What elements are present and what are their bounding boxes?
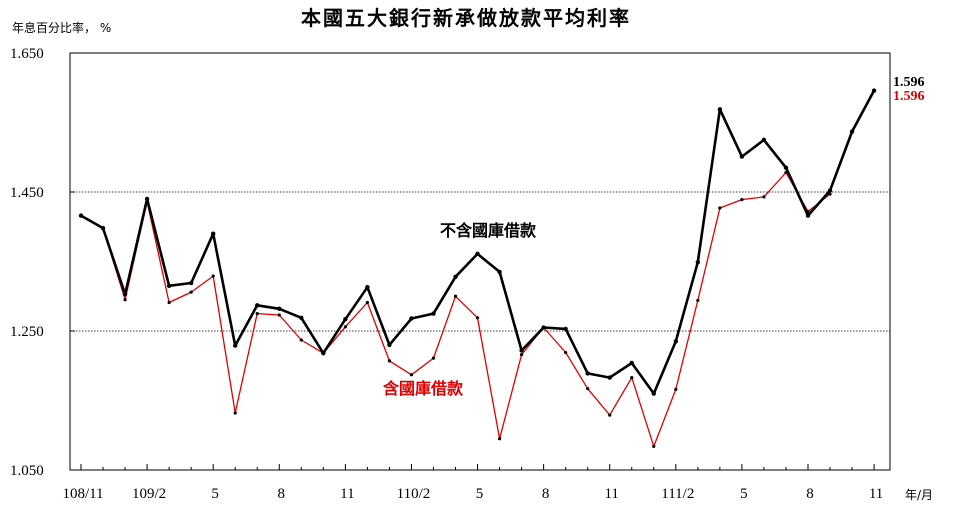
- plot-frame: [69, 52, 891, 471]
- series-0-point-1: [100, 225, 106, 231]
- x-tick-label-1: 109/2: [132, 486, 166, 502]
- series-1-point-2: [123, 298, 127, 302]
- y-axis-unit-label: 年息百分比率， %: [12, 20, 111, 35]
- series-0-point-20: [519, 348, 524, 353]
- series-0-point-28: [695, 259, 701, 265]
- gridlines: [70, 191, 890, 332]
- series-1-point-26: [652, 444, 656, 448]
- series-0-point-16: [431, 311, 436, 316]
- series-0-point-3: [144, 196, 150, 202]
- x-tick-label-8: 11: [604, 486, 618, 502]
- x-axis-ticks: 108/11 109/2 5 8 11 110/2 5 8 11 111/2 5 8 11: [62, 464, 883, 502]
- series-0-point-22: [563, 326, 568, 332]
- series-1-point-23: [586, 387, 590, 391]
- series-1-point-16: [431, 356, 436, 360]
- series-0-point-15: [409, 316, 414, 321]
- series-0-point-0: [78, 213, 84, 218]
- series-1-point-31: [762, 195, 766, 199]
- series-1-point-15: [409, 373, 414, 377]
- series-1-point-13: [365, 300, 369, 305]
- x-tick-label-10: 5: [740, 486, 748, 502]
- series-1-point-7: [233, 411, 237, 415]
- series-0-point-18: [475, 251, 480, 257]
- series-1-point-19: [497, 437, 502, 441]
- series-0-point-8: [255, 303, 260, 308]
- series-0-point-17: [453, 274, 458, 279]
- series-1-point-18: [475, 316, 480, 320]
- series-1-point-6: [211, 274, 215, 278]
- series-0-point-27: [673, 339, 679, 344]
- series-group: [78, 88, 877, 448]
- series-0-point-30: [739, 154, 745, 159]
- series-1-point-17: [453, 294, 458, 298]
- series-1-point-25: [630, 375, 634, 380]
- series-0-point-5: [188, 280, 194, 286]
- series-1-point-14: [387, 359, 392, 363]
- series-0-point-4: [166, 283, 172, 289]
- x-tick-label-2: 5: [211, 486, 219, 502]
- y-tick-label-2: 1.250: [10, 324, 44, 340]
- x-tick-label-5: 110/2: [397, 486, 431, 502]
- series-0-point-29: [717, 107, 723, 112]
- series-0-point-11: [321, 351, 326, 356]
- x-tick-label-12: 11: [869, 486, 883, 502]
- series-0-point-10: [299, 315, 304, 320]
- y-axis-ticks: 1.650 1.450 1.250 1.050: [10, 46, 75, 479]
- series-1-point-28: [696, 298, 700, 303]
- series-0-point-2: [122, 291, 128, 297]
- x-tick-label-9: 111/2: [661, 486, 694, 502]
- x-tick-label-7: 8: [542, 486, 550, 502]
- series-0-point-14: [387, 342, 392, 348]
- series-0-point-6: [210, 231, 216, 236]
- series-line-0: [80, 89, 876, 395]
- series-1-point-8: [255, 312, 259, 316]
- series-0-point-13: [365, 285, 370, 290]
- x-tick-label-11: 8: [806, 486, 814, 502]
- chart-title: 本國五大銀行新承做放款平均利率: [301, 6, 631, 30]
- x-tick-label-3: 8: [278, 486, 286, 502]
- series-1-point-20: [520, 353, 524, 357]
- series-0-point-34: [827, 188, 833, 193]
- series-1-point-30: [740, 198, 744, 202]
- series-0-point-21: [541, 325, 546, 330]
- series-label-including-treasury: 含國庫借款: [383, 379, 464, 398]
- series-1-point-9: [277, 313, 281, 317]
- series-1-point-12: [343, 325, 347, 329]
- series-0-point-33: [805, 213, 811, 218]
- x-tick-label-6: 5: [476, 486, 484, 502]
- series-1-point-5: [189, 290, 193, 294]
- series-line-1: [80, 171, 831, 448]
- series-0-point-9: [277, 306, 282, 311]
- series-0-point-26: [651, 391, 656, 396]
- series-1-point-24: [608, 413, 612, 417]
- series-label-excluding-treasury: 不含國庫借款: [440, 221, 537, 240]
- series-0-point-12: [343, 316, 348, 322]
- x-tick-label-0: 108/11: [62, 486, 103, 502]
- series-0-point-32: [783, 165, 789, 170]
- x-axis-unit-label: 年/月: [905, 488, 933, 502]
- series-0-point-25: [629, 360, 634, 366]
- series-1-point-27: [674, 387, 678, 391]
- series-0-point-7: [233, 343, 238, 348]
- series-0-point-36: [871, 88, 877, 93]
- series-0-point-19: [497, 269, 502, 275]
- series-1-point-10: [299, 338, 303, 342]
- series-0-point-31: [761, 137, 767, 143]
- x-tick-label-4: 11: [340, 486, 354, 502]
- series-0-point-24: [607, 375, 612, 380]
- series-1-point-29: [718, 206, 722, 210]
- y-tick-label-0: 1.650: [10, 46, 44, 62]
- end-value-label-black: 1.596: [893, 75, 925, 90]
- y-tick-label-3: 1.050: [10, 463, 44, 479]
- y-tick-label-1: 1.450: [10, 185, 44, 201]
- series-0-point-23: [585, 371, 590, 376]
- end-value-label-red: 1.596: [893, 89, 925, 104]
- series-1-point-22: [564, 350, 568, 355]
- series-0-point-35: [849, 129, 855, 134]
- series-1-point-4: [167, 300, 171, 305]
